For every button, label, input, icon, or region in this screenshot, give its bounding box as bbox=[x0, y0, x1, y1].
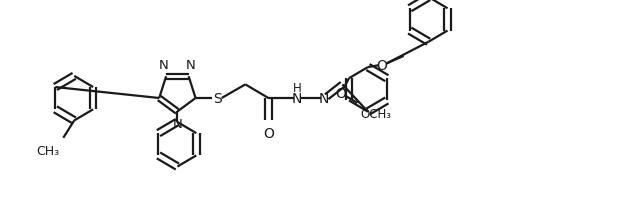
Text: O: O bbox=[335, 87, 346, 101]
Text: S: S bbox=[212, 91, 221, 105]
Text: N: N bbox=[159, 58, 168, 71]
Text: N: N bbox=[292, 91, 303, 105]
Text: OCH₃: OCH₃ bbox=[360, 108, 392, 121]
Text: O: O bbox=[376, 58, 387, 72]
Text: CH₃: CH₃ bbox=[36, 144, 59, 157]
Text: N: N bbox=[173, 117, 183, 130]
Text: N: N bbox=[319, 91, 329, 105]
Text: H: H bbox=[293, 82, 301, 95]
Text: N: N bbox=[186, 58, 196, 71]
Text: O: O bbox=[263, 126, 274, 140]
